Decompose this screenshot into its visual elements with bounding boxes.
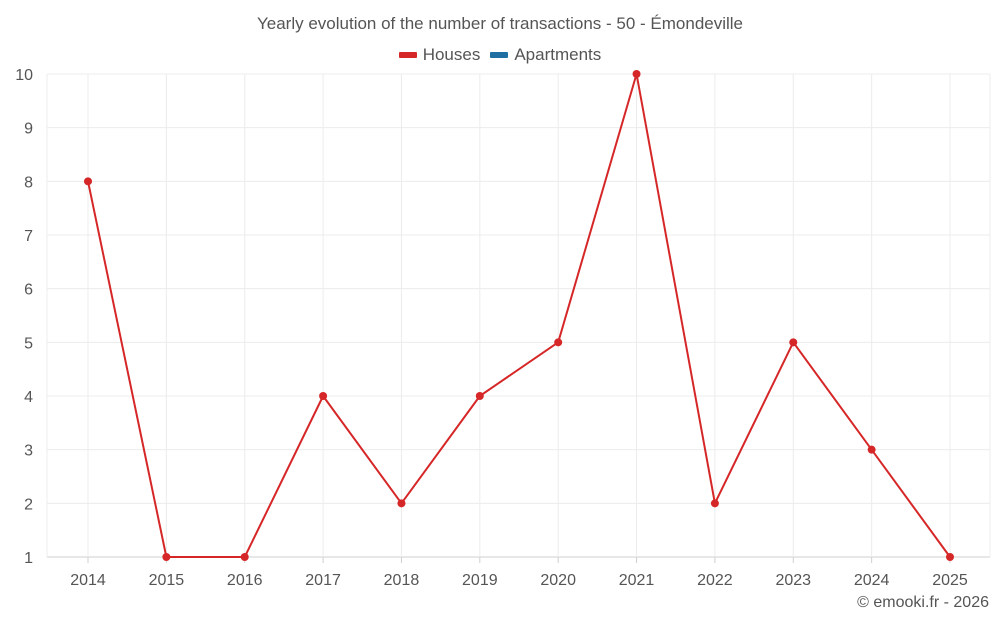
legend-swatch-houses <box>398 52 417 58</box>
x-tick-label: 2018 <box>384 572 420 589</box>
series-layer <box>84 70 954 561</box>
data-point-houses-2015[interactable] <box>162 553 171 561</box>
data-point-houses-2024[interactable] <box>867 445 876 454</box>
data-point-houses-2019[interactable] <box>475 392 484 400</box>
chart-title: Yearly evolution of the number of transa… <box>256 14 744 33</box>
legend-item-apartments[interactable]: Apartments <box>490 45 601 65</box>
data-point-houses-2016[interactable] <box>240 553 249 561</box>
legend-swatch-apartments <box>490 52 509 58</box>
legend-label-houses: Houses <box>422 45 481 64</box>
x-tick-label: 2023 <box>775 572 811 589</box>
data-point-houses-2022[interactable] <box>710 499 719 508</box>
x-tick-label: 2024 <box>854 572 890 589</box>
legend-item-houses[interactable]: Houses <box>398 45 481 65</box>
data-point-houses-2021[interactable] <box>632 70 641 78</box>
data-point-houses-2020[interactable] <box>554 338 563 347</box>
grid-lines <box>46 73 991 563</box>
axis-labels: 1 2 3 4 5 6 7 8 9 10 2014 2015 2016 2017 2018 2019 2020 2… <box>15 67 968 589</box>
x-tick-label: 2016 <box>227 572 263 589</box>
y-tick-label: 6 <box>24 282 33 299</box>
x-tick-label: 2014 <box>70 572 106 589</box>
credit-text: © emooki.fr - 2026 <box>857 594 989 611</box>
x-tick-label: 2020 <box>540 572 576 589</box>
series-line-houses <box>87 73 951 558</box>
y-tick-label: 9 <box>24 121 33 138</box>
legend: Houses Apartments <box>0 45 1000 65</box>
x-tick-label: 2019 <box>462 572 498 589</box>
x-tick-label: 2015 <box>149 572 185 589</box>
y-tick-label: 3 <box>24 443 33 460</box>
x-tick-label: 2022 <box>697 572 733 589</box>
x-tick-label: 2021 <box>619 572 655 589</box>
y-tick-label: 4 <box>24 389 33 406</box>
data-point-houses-2023[interactable] <box>789 338 798 347</box>
data-point-houses-2017[interactable] <box>319 392 328 400</box>
x-tick-label: 2025 <box>932 572 968 589</box>
data-point-houses-2025[interactable] <box>946 553 954 561</box>
y-tick-label: 5 <box>24 335 33 352</box>
y-tick-label: 8 <box>24 174 33 191</box>
y-tick-label: 2 <box>24 496 33 513</box>
legend-label-apartments: Apartments <box>514 45 602 64</box>
x-tick-label: 2017 <box>305 572 341 589</box>
y-tick-label: 1 <box>24 550 33 567</box>
y-tick-label: 7 <box>24 228 33 245</box>
data-point-houses-2014[interactable] <box>84 177 92 186</box>
y-tick-label: 10 <box>15 67 33 84</box>
data-point-houses-2018[interactable] <box>397 499 406 508</box>
